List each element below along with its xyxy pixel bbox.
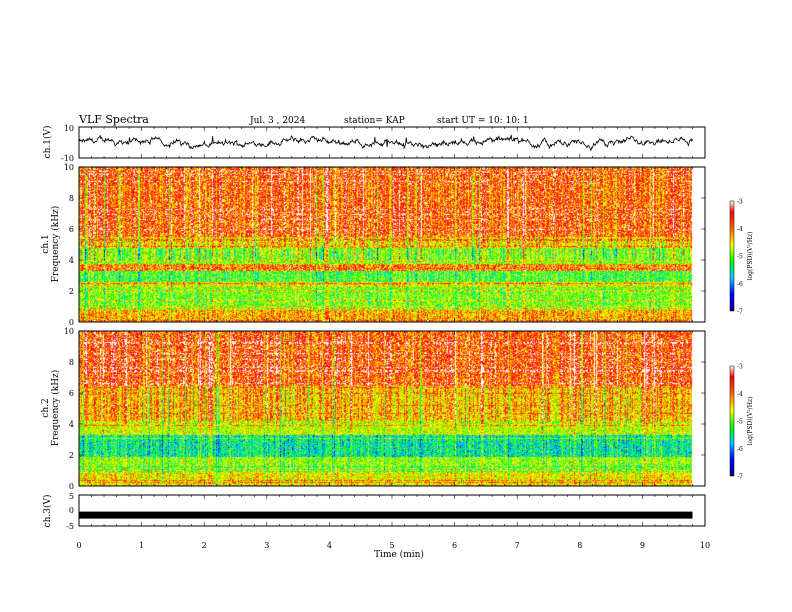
ch1-waveform-ticks xyxy=(78,127,706,158)
ch1-spectrogram-ylabel-freq: Frequency (kHz) xyxy=(50,206,61,283)
ch2-colorbar xyxy=(729,365,735,477)
frequency-tick-label: 10 xyxy=(64,327,74,336)
ch2-colorbar-ticks: -3 -4 -5 -6 -7 xyxy=(737,364,743,481)
ch3-ytick-bottom: -5 xyxy=(66,522,74,531)
colorbar-tick-label: -5 xyxy=(737,254,743,261)
ch1-spectrogram-image xyxy=(79,167,705,322)
time-tick-label: 7 xyxy=(515,541,520,550)
date-label: Jul. 3 , 2024 xyxy=(249,116,305,126)
frequency-tick-label: 6 xyxy=(69,225,74,234)
time-axis-label: Time (min) xyxy=(374,549,424,560)
time-tick-label: 0 xyxy=(76,541,81,550)
station-label: station= KAP xyxy=(344,116,405,126)
ch1-ytick-top: 10 xyxy=(64,124,74,133)
colorbar-tick-label: -7 xyxy=(737,309,743,316)
ch1-colorbar xyxy=(729,200,735,312)
colorbar-tick-label: -3 xyxy=(737,364,743,371)
colorbar-tick-label: -4 xyxy=(737,391,743,398)
ch3-ytick-mid: 0 xyxy=(69,506,74,515)
time-tick-label: 8 xyxy=(577,541,582,550)
frequency-tick-label: 0 xyxy=(69,318,74,327)
ch1-waveform-panel: 10 -10 ch.1(V) xyxy=(42,124,706,163)
colorbar-tick-label: -7 xyxy=(737,474,743,481)
ch3-waveform-ticks xyxy=(78,495,706,526)
time-tick-label: 4 xyxy=(327,541,332,550)
ch2-colorbar-label: log(PSD)(V²/Hz) xyxy=(747,397,754,446)
ch2-spectrogram-ylabel-channel: ch.2 xyxy=(41,398,51,417)
time-axis: 0 1 2 3 4 5 6 7 8 9 10 xyxy=(76,541,710,550)
ch2-spectrogram-yticks: 0 2 4 6 8 10 xyxy=(64,327,706,491)
time-tick-label: 6 xyxy=(452,541,457,550)
ch1-colorbar-label: log(PSD)(V²/Hz) xyxy=(747,232,754,281)
ch1-waveform-line xyxy=(78,134,693,152)
colorbar-tick-label: -5 xyxy=(737,419,743,426)
ch3-ytick-top: 5 xyxy=(69,492,74,501)
ch1-ytick-bottom: -10 xyxy=(61,154,74,163)
ch3-waveform-ylabel: ch.3(V) xyxy=(42,495,53,528)
frequency-tick-label: 8 xyxy=(69,194,74,203)
ch1-spectrogram-yticks: 0 2 4 6 8 10 xyxy=(64,163,706,327)
figure-title: VLF Spectra xyxy=(78,113,149,126)
ch1-spectrogram-ylabel-channel: ch.1 xyxy=(41,234,51,253)
colorbar-tick-label: -4 xyxy=(737,226,743,233)
frequency-tick-label: 8 xyxy=(69,358,74,367)
frequency-tick-label: 6 xyxy=(69,389,74,398)
ch3-waveform-panel: 5 0 -5 ch.3(V) xyxy=(42,492,706,531)
colorbar-tick-label: -6 xyxy=(737,446,743,453)
time-tick-label: 1 xyxy=(139,541,144,550)
ch3-waveform-line xyxy=(79,511,693,519)
colorbar-tick-label: -6 xyxy=(737,281,743,288)
ch1-waveform-ylabel: ch.1(V) xyxy=(42,126,53,159)
time-tick-label: 2 xyxy=(202,541,207,550)
ch3-waveform-frame xyxy=(78,494,706,527)
time-tick-label: 5 xyxy=(389,541,394,550)
frequency-tick-label: 4 xyxy=(69,420,74,429)
time-tick-label: 9 xyxy=(640,541,645,550)
start-time-label: start UT = 10: 10: 1 xyxy=(437,116,529,126)
time-tick-label: 10 xyxy=(700,541,710,550)
frequency-tick-label: 0 xyxy=(69,482,74,491)
colorbar-tick-label: -3 xyxy=(737,199,743,206)
ch2-spectrogram-ylabel-freq: Frequency (kHz) xyxy=(50,370,61,447)
frequency-tick-label: 2 xyxy=(69,287,74,296)
time-tick-label: 3 xyxy=(264,541,269,550)
ch2-spectrogram-image xyxy=(79,331,705,486)
frequency-tick-label: 10 xyxy=(64,163,74,172)
frequency-tick-label: 2 xyxy=(69,451,74,460)
frequency-tick-label: 4 xyxy=(69,256,74,265)
ch1-colorbar-ticks: -3 -4 -5 -6 -7 xyxy=(737,199,743,316)
